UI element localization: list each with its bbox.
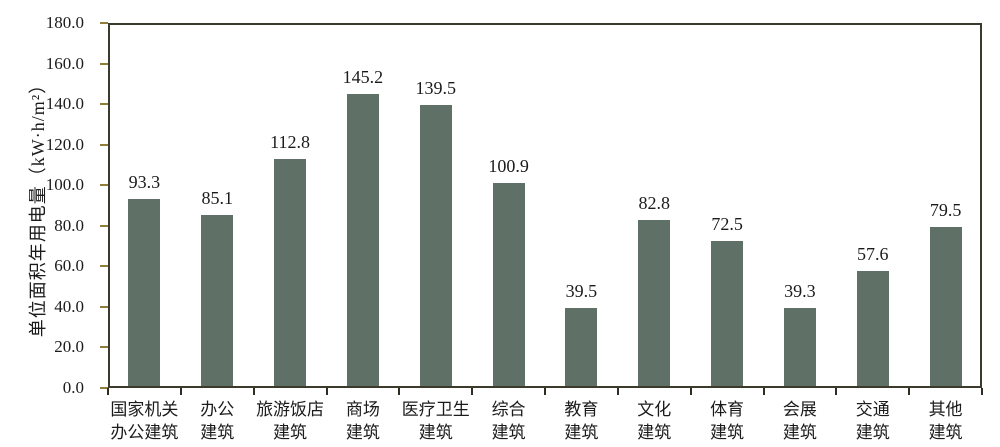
y-axis-tick-mark xyxy=(100,62,108,65)
bar xyxy=(565,307,598,388)
y-axis-tick-label: 100.0 xyxy=(45,175,84,195)
bar xyxy=(346,93,379,388)
x-axis-tick-mark xyxy=(325,388,328,395)
x-axis-tick-mark xyxy=(908,388,911,395)
bar-value-label: 79.5 xyxy=(929,199,962,220)
y-axis-tick-mark xyxy=(100,387,108,389)
x-axis-category-label: 体育 建筑 xyxy=(710,400,745,442)
x-axis-tick-mark xyxy=(252,388,255,395)
bar-value-label: 82.8 xyxy=(638,193,671,214)
bar xyxy=(128,198,161,388)
x-axis-category-label: 教育 建筑 xyxy=(564,400,599,442)
bar xyxy=(929,226,962,388)
bar xyxy=(856,271,889,388)
x-axis-category-label: 国家机关 办公建筑 xyxy=(110,400,179,442)
x-axis-category-label: 文化 建筑 xyxy=(637,400,672,442)
y-axis-tick-mark xyxy=(100,103,108,106)
x-axis-tick-mark xyxy=(981,388,983,395)
x-axis-category-label: 综合 建筑 xyxy=(491,400,526,442)
bar xyxy=(492,183,525,388)
bar-value-label: 112.8 xyxy=(270,132,310,153)
x-axis-category-label: 商场 建筑 xyxy=(345,400,380,442)
bar-value-label: 93.3 xyxy=(128,171,161,192)
x-axis-tick-mark xyxy=(107,388,109,395)
bar-value-label: 139.5 xyxy=(415,78,457,99)
bar-value-label: 100.9 xyxy=(488,156,529,177)
bar xyxy=(638,220,671,388)
y-axis-tick-label: 60.0 xyxy=(54,256,84,276)
bar xyxy=(711,240,744,388)
y-axis-tick-mark xyxy=(100,346,108,349)
x-axis-category-label: 其他 建筑 xyxy=(928,400,963,442)
bar xyxy=(419,105,452,388)
x-axis-tick-mark xyxy=(616,388,619,395)
y-axis-tick-mark xyxy=(100,305,108,308)
x-axis-tick-mark xyxy=(544,388,546,395)
x-axis-tick-mark xyxy=(835,388,838,395)
x-axis-tick-mark xyxy=(689,388,692,395)
x-axis-category-label: 交通 建筑 xyxy=(855,400,890,442)
x-axis-category-label: 医疗卫生 建筑 xyxy=(401,400,470,442)
x-axis-tick-mark xyxy=(398,388,401,395)
y-axis-tick-mark xyxy=(100,143,108,146)
x-axis-category-label: 办公 建筑 xyxy=(200,400,235,442)
y-axis-tick-label: 120.0 xyxy=(45,134,84,154)
y-axis-tick-label: 140.0 xyxy=(45,94,84,114)
y-axis-tick-label: 0.0 xyxy=(62,378,84,397)
y-axis-tick-mark xyxy=(100,22,108,24)
y-axis-tick-mark xyxy=(100,184,108,187)
bar-value-label: 57.6 xyxy=(857,244,889,265)
y-axis-tick-label: 180.0 xyxy=(45,13,84,32)
x-axis-tick-mark xyxy=(471,388,474,395)
x-axis-category-label: 旅游饭店 建筑 xyxy=(256,400,325,442)
x-axis-tick-mark xyxy=(179,388,182,395)
y-axis-tick-label: 160.0 xyxy=(45,53,84,73)
y-axis-tick-mark xyxy=(100,265,108,268)
bar-value-label: 39.5 xyxy=(565,280,598,301)
y-axis-tick-label: 80.0 xyxy=(54,215,84,235)
x-axis-tick-mark xyxy=(762,388,765,395)
y-axis-tick-label: 20.0 xyxy=(54,337,84,357)
bar xyxy=(274,159,307,388)
bar-value-label: 85.1 xyxy=(201,188,234,209)
x-axis-category-label: 会展 建筑 xyxy=(782,400,817,442)
y-axis-tick-label: 40.0 xyxy=(54,296,84,316)
bar-value-label: 72.5 xyxy=(711,213,743,234)
bar-value-label: 39.3 xyxy=(784,281,816,302)
bar-value-label: 145.2 xyxy=(342,66,384,87)
y-axis-tick-mark xyxy=(100,224,108,227)
bar xyxy=(201,215,234,388)
bar xyxy=(783,308,816,388)
